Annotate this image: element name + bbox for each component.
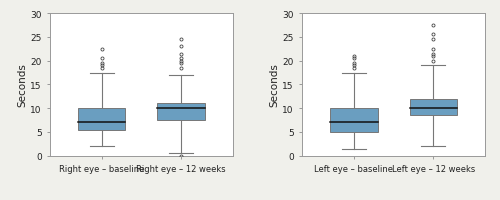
Bar bbox=[410, 99, 457, 116]
Bar bbox=[330, 109, 378, 132]
Y-axis label: Seconds: Seconds bbox=[18, 63, 28, 107]
Bar bbox=[78, 109, 126, 130]
Bar bbox=[158, 104, 205, 120]
Y-axis label: Seconds: Seconds bbox=[270, 63, 280, 107]
